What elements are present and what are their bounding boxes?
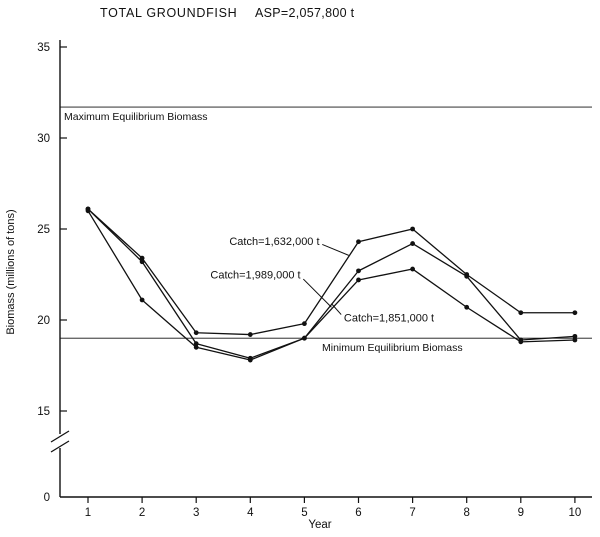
reference-line-label: Minimum Equilibrium Biomass xyxy=(322,342,463,354)
annotation-label: Catch=1,632,000 t xyxy=(229,236,319,248)
series-line-3 xyxy=(87,210,575,361)
y-tick-label: 0 xyxy=(44,492,50,504)
series-group xyxy=(85,206,578,363)
data-point xyxy=(85,208,91,214)
x-axis-label: Year xyxy=(308,519,331,531)
annotation-leader xyxy=(302,278,332,308)
y-tick-label: 30 xyxy=(37,133,50,145)
y-tick-label: 25 xyxy=(37,224,50,236)
annotation-label: Catch=1,989,000 t xyxy=(210,270,300,282)
annotation-label: Catch=1,851,000 t xyxy=(344,312,434,324)
x-tick-label: 6 xyxy=(355,507,361,519)
y-tick-label: 15 xyxy=(37,406,50,418)
data-point xyxy=(356,268,361,274)
axis-break-mark xyxy=(50,430,70,443)
axis-break-gap xyxy=(55,434,65,448)
x-tick-label: 1 xyxy=(85,507,91,519)
axis-break-mark xyxy=(50,440,70,453)
reference-lines-group: Maximum Equilibrium Biomass Minimum Equil… xyxy=(60,106,592,354)
data-point xyxy=(302,335,307,341)
data-point xyxy=(464,273,470,279)
x-tick-label: 8 xyxy=(463,507,469,519)
axes: 35 30 25 20 15 0 1 2 3 4 5 6 7 8 9 10 xyxy=(37,40,592,519)
data-point xyxy=(139,259,145,265)
series-line-1 xyxy=(87,208,575,336)
data-point xyxy=(410,241,415,246)
annotation-leader xyxy=(322,244,349,256)
chart-subtitle-asp: ASP=2,057,800 t xyxy=(255,6,355,20)
data-point xyxy=(410,226,415,232)
y-tick-label: 20 xyxy=(37,315,50,327)
x-tick-label: 4 xyxy=(247,507,254,519)
x-tick-label: 10 xyxy=(569,507,582,519)
data-point xyxy=(247,357,253,363)
reference-line-label: Maximum Equilibrium Biomass xyxy=(64,111,208,123)
data-point xyxy=(193,330,199,336)
data-point xyxy=(139,255,145,261)
data-point xyxy=(572,310,578,316)
data-point xyxy=(302,321,307,327)
data-point xyxy=(518,310,524,316)
chart-title: TOTAL GROUNDFISH xyxy=(100,6,237,20)
data-point xyxy=(410,266,415,272)
data-point xyxy=(139,297,145,303)
annotations-group: Catch=1,632,000 t Catch=1,989,000 t Catch=… xyxy=(210,236,434,324)
data-point xyxy=(572,333,578,339)
data-point xyxy=(464,304,470,310)
data-point xyxy=(572,337,578,343)
data-point xyxy=(193,344,199,350)
series-line-2 xyxy=(87,208,575,359)
data-point xyxy=(193,341,199,347)
x-tick-label: 3 xyxy=(193,507,199,519)
x-tick-label: 5 xyxy=(301,507,307,519)
y-tick-label: 35 xyxy=(37,42,50,54)
data-point xyxy=(356,277,361,283)
y-axis-label: Biomass (millions of tons) xyxy=(5,209,17,334)
x-tick-label: 7 xyxy=(409,507,415,519)
data-point xyxy=(356,239,361,245)
data-point xyxy=(518,339,524,345)
annotation-leader xyxy=(331,303,342,315)
x-tick-label: 2 xyxy=(139,507,145,519)
x-tick-label: 9 xyxy=(518,507,524,519)
data-point xyxy=(247,332,253,337)
